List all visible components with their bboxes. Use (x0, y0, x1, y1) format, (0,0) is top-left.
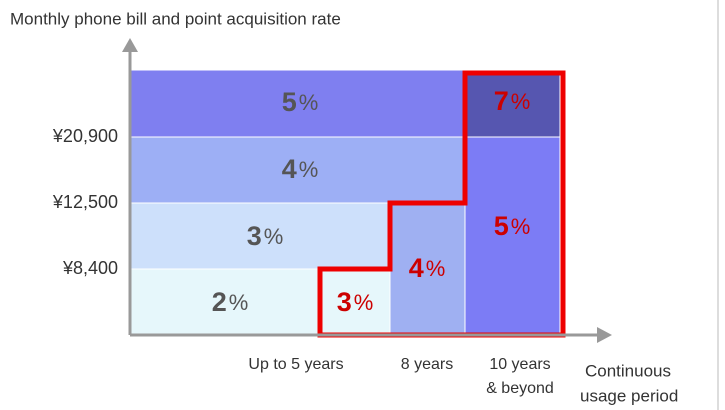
y-arrow (122, 38, 138, 52)
rate-unit: % (264, 224, 284, 249)
x-label: 8 years (401, 356, 453, 373)
cell (129, 136, 466, 204)
rate-value: 3 (247, 221, 262, 251)
rate-value: 5 (494, 211, 509, 241)
cell (464, 69, 561, 138)
cell-label: 5% (282, 87, 319, 117)
rate-unit: % (354, 290, 374, 315)
y-label: ¥12,500 (52, 192, 118, 212)
cell (464, 136, 561, 336)
rate-unit: % (299, 157, 319, 182)
title: Monthly phone bill and point acquisition… (10, 9, 341, 28)
rate-unit: % (229, 290, 249, 315)
rate-unit: % (511, 89, 531, 114)
x-arrow (597, 327, 612, 343)
x-label: 10 years (489, 356, 550, 373)
rate-unit: % (299, 90, 319, 115)
rate-value: 4 (409, 253, 424, 283)
rate-value: 7 (494, 86, 509, 116)
axis-label: usage period (580, 386, 678, 405)
y-label: ¥20,900 (52, 126, 118, 146)
cell-label: 7% (494, 86, 531, 116)
x-label: Up to 5 years (248, 356, 343, 373)
axis-label: Continuous (585, 361, 671, 380)
cell-label: 4% (409, 253, 446, 283)
y-label: ¥8,400 (62, 258, 118, 278)
cell-label: 3% (337, 287, 374, 317)
cell (129, 268, 321, 336)
cell-label: 5% (494, 211, 531, 241)
rate-value: 4 (282, 154, 297, 184)
rate-value: 5 (282, 87, 297, 117)
cell-label: 2% (212, 287, 249, 317)
cell (129, 69, 466, 138)
rate-value: 2 (212, 287, 227, 317)
rate-unit: % (511, 214, 531, 239)
cell-label: 4% (282, 154, 319, 184)
rate-unit: % (426, 256, 446, 281)
cell-label: 3% (247, 221, 284, 251)
highlight-outline (317, 70, 566, 338)
rate-value: 3 (337, 287, 352, 317)
x-label: & beyond (486, 380, 554, 397)
